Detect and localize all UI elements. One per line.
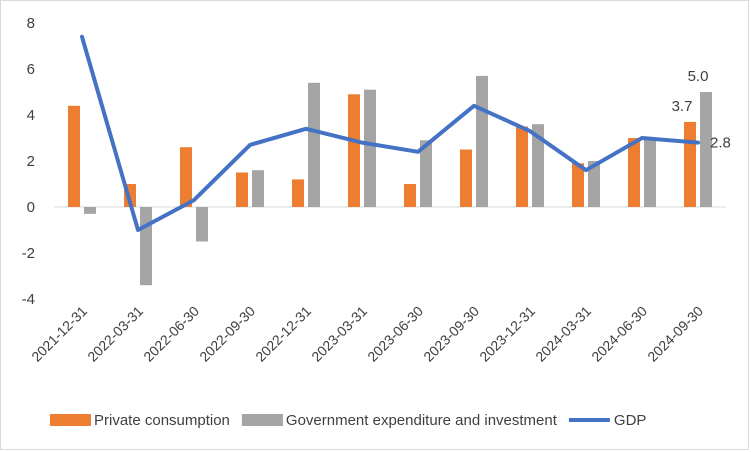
x-tick-label: 2022-09-30: [196, 303, 258, 365]
government-expenditure-bar: [532, 124, 544, 207]
government-expenditure-bar: [140, 207, 152, 286]
legend-label: Private consumption: [94, 412, 230, 429]
data-labels: 3.7 5.0 2.8: [672, 68, 731, 152]
private-consumption-bar: [628, 138, 640, 207]
private-consumption-bar: [572, 163, 584, 207]
private-consumption-bar: [348, 94, 360, 207]
private-consumption-bar: [236, 172, 248, 207]
private-consumption-bar: [68, 105, 80, 207]
private-consumption-bar: [684, 121, 696, 207]
gdp-series-line: [80, 34, 700, 232]
y-tick-label: 8: [27, 15, 35, 32]
y-tick-label: 2: [27, 153, 35, 170]
y-tick-label: 6: [27, 61, 35, 78]
government-expenditure-bar: [476, 75, 488, 208]
private-consumption-bar: [404, 184, 416, 207]
legend-label: Government expenditure and investment: [286, 412, 558, 429]
legend-swatch-government: [241, 414, 283, 426]
x-tick-label: 2024-03-31: [532, 303, 594, 365]
data-label: 2.8: [710, 135, 731, 152]
data-label: 5.0: [688, 68, 709, 85]
legend-label: GDP: [614, 412, 647, 429]
y-axis-ticks: -4 -2 0 2 4 6 8: [22, 15, 35, 308]
x-tick-label: 2022-06-30: [140, 303, 202, 365]
private-consumption-bar: [460, 149, 472, 207]
x-tick-label: 2021-12-31: [28, 303, 90, 365]
x-tick-label: 2024-09-30: [644, 303, 706, 365]
government-expenditure-bar: [420, 140, 432, 207]
x-tick-label: 2023-12-31: [476, 303, 538, 365]
private-consumption-bar: [292, 179, 304, 207]
government-expenditure-bar: [196, 207, 208, 242]
y-tick-label: -2: [22, 245, 35, 262]
y-tick-label: 4: [27, 107, 35, 124]
x-tick-label: 2022-03-31: [84, 303, 146, 365]
y-tick-label: -4: [22, 291, 35, 308]
legend-swatch-private-consumption: [50, 414, 91, 426]
government-expenditure-bar: [700, 92, 712, 207]
data-label: 3.7: [672, 98, 693, 115]
government-expenditure-bar: [644, 138, 656, 207]
x-tick-label: 2022-12-31: [252, 303, 314, 365]
x-tick-label: 2023-06-30: [364, 303, 426, 365]
private-consumption-bar: [180, 147, 192, 207]
x-axis-ticks: 2021-12-312022-03-312022-06-302022-09-30…: [28, 303, 706, 365]
government-expenditure-bar: [364, 89, 376, 207]
government-expenditure-bar: [84, 207, 96, 214]
government-expenditure-bar: [252, 170, 264, 207]
x-tick-label: 2024-06-30: [588, 303, 650, 365]
x-tick-label: 2023-03-31: [308, 303, 370, 365]
x-tick-label: 2023-09-30: [420, 303, 482, 365]
bar-marks: [68, 75, 712, 286]
government-expenditure-bar: [588, 161, 600, 207]
legend: Private consumption Government expenditur…: [50, 412, 646, 429]
government-expenditure-bar: [308, 82, 320, 207]
y-tick-label: 0: [27, 199, 35, 216]
private-consumption-bar: [516, 126, 528, 207]
